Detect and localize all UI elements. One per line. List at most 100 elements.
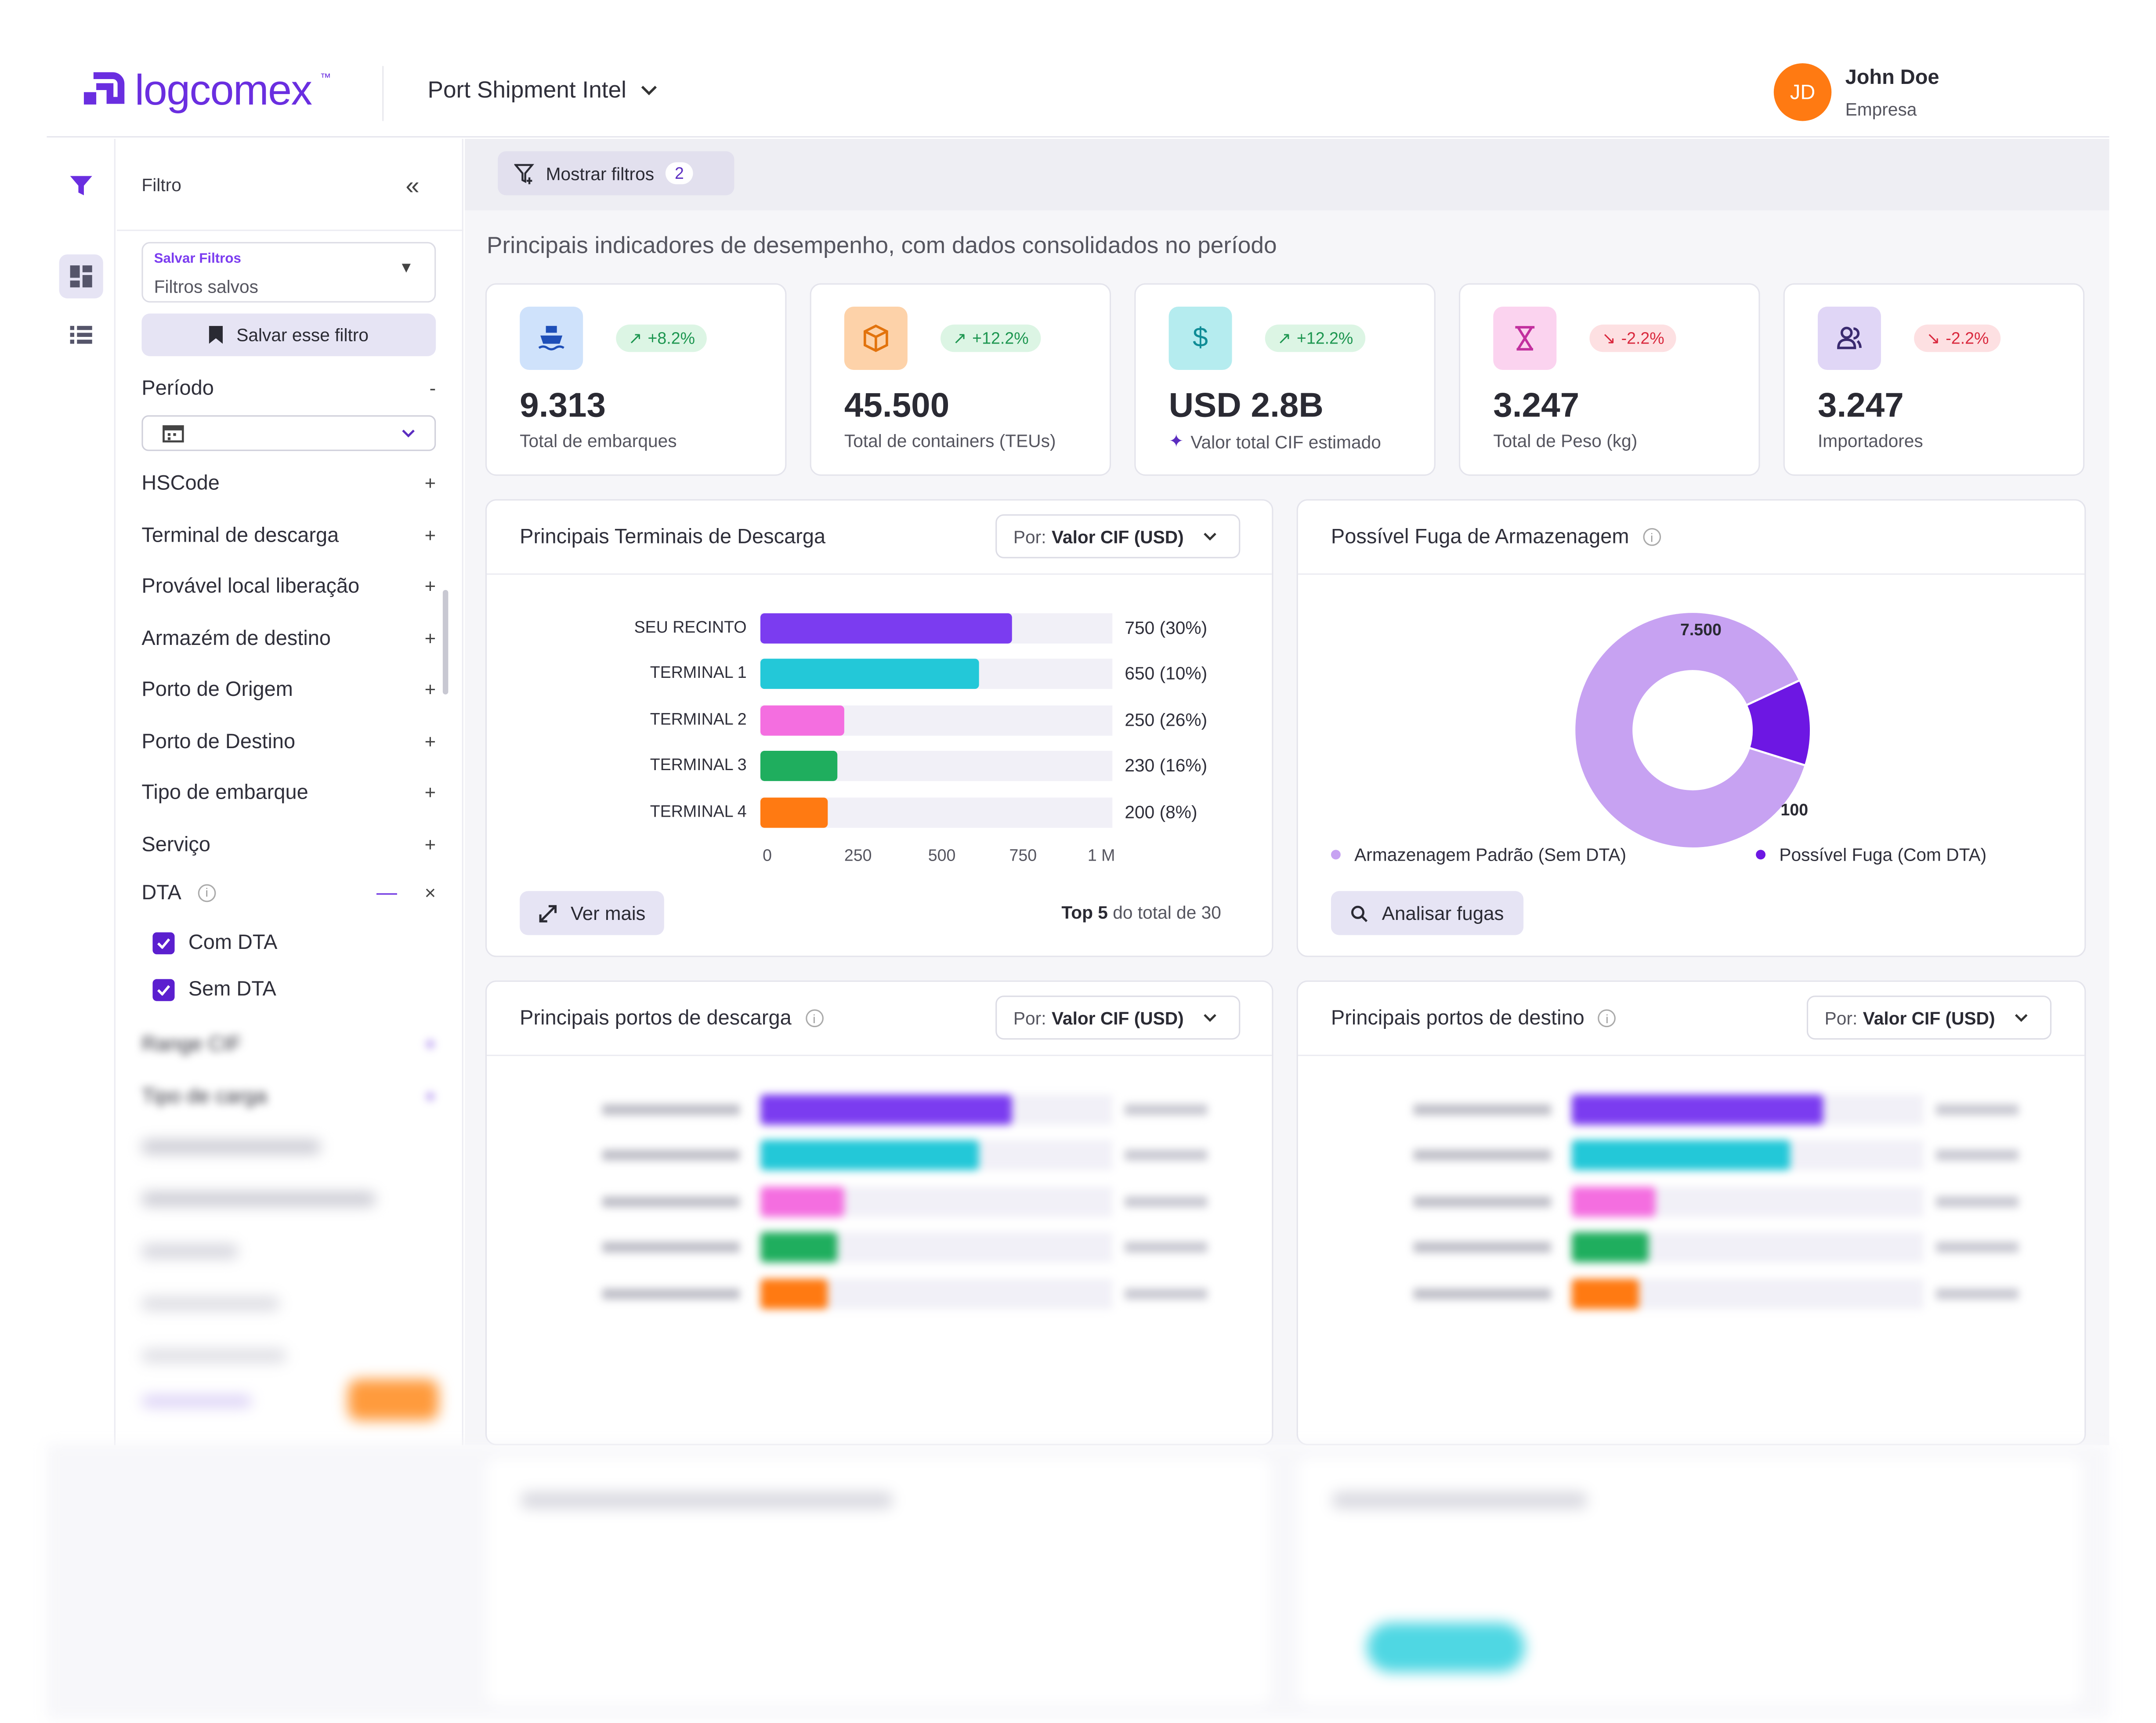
kpi-trend-badge: ↗ +8.2% <box>616 324 708 352</box>
list-rail-button[interactable] <box>59 312 103 356</box>
bar-category-label: TERMINAL 3 <box>650 755 747 775</box>
bar[interactable] <box>760 705 844 735</box>
ver-mais-button[interactable]: Ver mais <box>520 891 665 935</box>
filter-label: Tipo de embarque <box>141 780 308 804</box>
dashboard-rail-button[interactable] <box>59 254 103 299</box>
filter-servico[interactable]: Serviço + <box>141 831 436 858</box>
calendar-icon <box>163 425 184 443</box>
expand-icon[interactable]: + <box>424 833 436 855</box>
dropdown-value: Valor CIF (USD) <box>1863 1007 1995 1028</box>
saved-filters-select[interactable]: Salvar Filtros Filtros salvos ▼ <box>141 242 436 303</box>
bar[interactable] <box>1571 1278 1639 1309</box>
info-icon: i <box>198 883 216 901</box>
expand-icon[interactable]: + <box>424 1032 436 1055</box>
analisar-fugas-label: Analisar fugas <box>1382 902 1504 924</box>
kpi-card-embarques: ↗ +8.2% 9.313 Total de embarques <box>485 283 787 476</box>
expand-icon[interactable]: + <box>424 627 436 649</box>
metric-dropdown[interactable]: Por: Valor CIF (USD) <box>1806 995 2052 1040</box>
filter-local-liberacao[interactable]: Provável local liberação + <box>141 572 436 600</box>
legend-item: Armazenagem Padrão (Sem DTA) <box>1331 844 1626 865</box>
panel-title: Principais Terminais de Descarga <box>520 525 826 549</box>
info-icon[interactable]: i <box>1598 1009 1616 1028</box>
x-tick-label: 500 <box>928 846 956 865</box>
logcomex-logo[interactable]: logcomex ™ <box>80 66 331 116</box>
bar[interactable] <box>760 1232 838 1263</box>
filter-armazem-destino[interactable]: Armazém de destino + <box>141 624 436 652</box>
bar-category-label <box>1413 1242 1551 1253</box>
collapse-sidebar-icon[interactable]: « <box>405 172 420 199</box>
filter-porto-destino[interactable]: Porto de Destino + <box>141 728 436 755</box>
terminals-footer: Top 5 do total de 30 <box>1061 902 1221 923</box>
legend-dot <box>1756 850 1766 860</box>
bar[interactable] <box>760 1140 979 1171</box>
filter-label: Range CIF <box>141 1032 242 1056</box>
kpi-section-title: Principais indicadores de desempenho, co… <box>487 232 1277 259</box>
metric-dropdown[interactable]: Por: Valor CIF (USD) <box>995 514 1241 558</box>
x-tick-label: 250 <box>844 846 872 865</box>
bar[interactable] <box>760 1278 828 1309</box>
dropdown-prefix: Por: <box>1013 1007 1046 1028</box>
save-filter-button[interactable]: Salvar esse filtro <box>141 313 436 356</box>
donut-slice-sem-dta[interactable] <box>1573 611 1807 850</box>
filter-dta[interactable]: DTA i — × <box>141 879 436 906</box>
checkbox-checked-icon[interactable] <box>152 931 175 954</box>
checkbox-com-dta[interactable]: Com DTA <box>152 931 277 954</box>
expand-icon[interactable]: + <box>424 730 436 753</box>
filter-periodo[interactable]: Período - <box>141 374 436 402</box>
bar-value-label <box>1125 1196 1208 1207</box>
product-name: Port Shipment Intel <box>427 77 627 103</box>
bar[interactable] <box>1571 1094 1823 1125</box>
expand-icon[interactable]: + <box>424 524 436 546</box>
box-icon <box>864 324 888 352</box>
bar-value-label <box>1936 1196 2019 1207</box>
bar[interactable] <box>1571 1140 1790 1171</box>
filter-range-cif[interactable]: Range CIF + <box>141 1030 436 1057</box>
bar[interactable] <box>760 659 979 690</box>
collapse-icon[interactable]: - <box>429 376 436 399</box>
filter-porto-origem[interactable]: Porto de Origem + <box>141 675 436 703</box>
sidebar-scrollbar[interactable] <box>442 590 449 695</box>
filter-rail-button[interactable] <box>59 163 103 207</box>
filter-terminal-descarga[interactable]: Terminal de descarga + <box>141 521 436 549</box>
expand-icon[interactable]: + <box>424 678 436 700</box>
date-range-input[interactable] <box>141 415 436 451</box>
ports-discharge-panel: Principais portos de descarga i Por: Val… <box>485 980 1273 1445</box>
panel-header: Principais portos de destino i Por: Valo… <box>1298 982 2085 1056</box>
dropdown-prefix: Por: <box>1824 1007 1858 1028</box>
filter-label: Serviço <box>141 833 211 856</box>
show-filters-button[interactable]: Mostrar filtros 2 <box>498 151 734 195</box>
bar[interactable] <box>760 751 838 782</box>
bar[interactable] <box>760 613 1012 644</box>
bar[interactable] <box>1571 1232 1649 1263</box>
collapse-icon[interactable]: — <box>376 880 398 905</box>
bar[interactable] <box>760 797 828 828</box>
bar[interactable] <box>760 1094 1012 1125</box>
panel-title: Principais portos de descarga <box>520 1006 792 1030</box>
checkbox-checked-icon[interactable] <box>152 978 175 1001</box>
info-icon[interactable]: i <box>805 1009 823 1028</box>
expand-icon[interactable]: + <box>424 781 436 803</box>
analisar-fugas-button[interactable]: Analisar fugas <box>1331 891 1523 935</box>
avatar[interactable]: JD <box>1773 63 1832 121</box>
checkbox-sem-dta[interactable]: Sem DTA <box>152 978 276 1001</box>
expand-icon[interactable]: + <box>424 575 436 597</box>
checkbox-label: Sem DTA <box>188 977 276 1001</box>
filter-tipo-embarque[interactable]: Tipo de embarque + <box>141 778 436 806</box>
ver-mais-label: Ver mais <box>570 902 646 924</box>
expand-icon[interactable]: + <box>424 1085 436 1107</box>
bar-category-label: TERMINAL 4 <box>650 801 747 821</box>
metric-dropdown[interactable]: Por: Valor CIF (USD) <box>995 995 1241 1040</box>
bar[interactable] <box>1571 1186 1656 1217</box>
info-icon[interactable]: i <box>1642 528 1661 546</box>
filter-hscode[interactable]: HSCode + <box>141 469 436 496</box>
bar[interactable] <box>760 1186 844 1217</box>
legend-label: Armazenagem Padrão (Sem DTA) <box>1354 844 1627 865</box>
caret-down-icon: ▼ <box>398 260 414 277</box>
expand-icon[interactable]: + <box>424 471 436 494</box>
bar-category-label: TERMINAL 2 <box>650 709 747 729</box>
product-switcher[interactable]: Port Shipment Intel <box>427 77 656 105</box>
panel-title-row: Principais portos de destino i <box>1331 1006 1616 1030</box>
kpi-trend-badge: ↘ -2.2% <box>1914 324 2001 352</box>
clear-icon[interactable]: × <box>424 881 436 904</box>
filter-tipo-carga[interactable]: Tipo de carga + <box>141 1082 436 1110</box>
